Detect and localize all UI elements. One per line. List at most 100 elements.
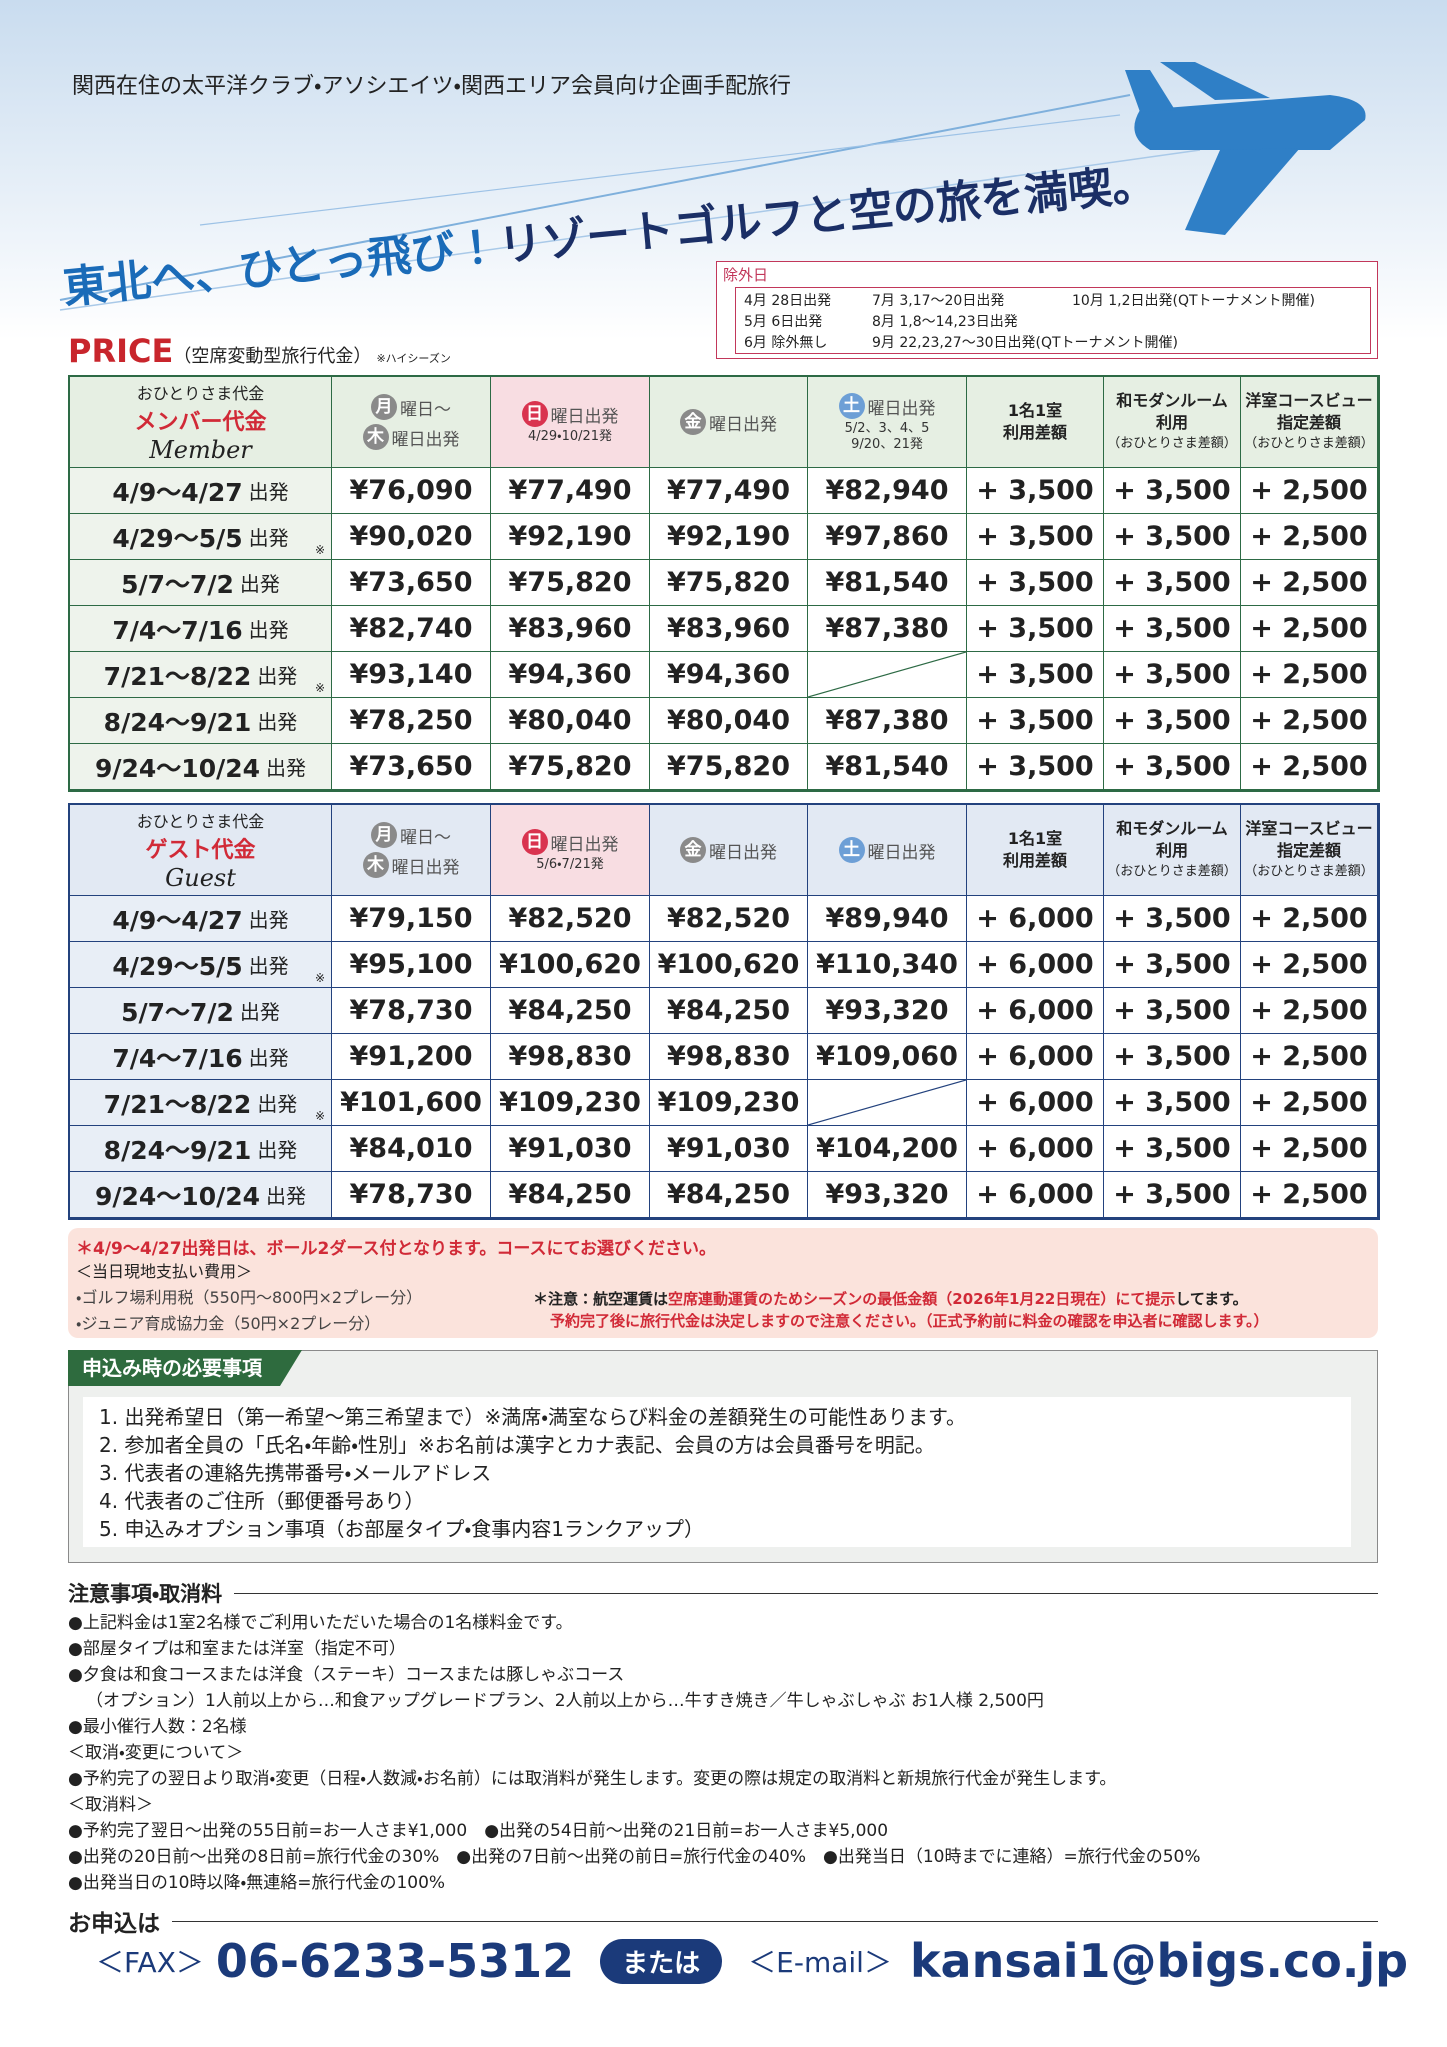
day-line: 月曜日～ bbox=[371, 394, 451, 420]
or-pill: または bbox=[600, 1938, 723, 1984]
extra-text: （おひとりさま差額） bbox=[1244, 864, 1374, 879]
extra-text: 利用 bbox=[1155, 413, 1188, 432]
header-cell: 月曜日～ 木曜日出発 bbox=[332, 377, 491, 468]
extra-text: 1名1室 bbox=[1007, 401, 1063, 420]
header-cell: 金曜日出発 bbox=[650, 377, 808, 468]
date: 8/24～9/21 bbox=[103, 1135, 252, 1165]
price: + 3,500 bbox=[976, 475, 1094, 506]
price: + 3,500 bbox=[1113, 521, 1231, 552]
price: + 2,500 bbox=[1250, 1087, 1368, 1118]
extra-text: （おひとりさま差額） bbox=[1244, 436, 1374, 451]
date: 5/7～7/2 bbox=[121, 569, 234, 599]
price-cell: + 3,500 bbox=[1104, 896, 1241, 942]
date: 4/9～4/27 bbox=[112, 905, 243, 935]
price-cell: + 2,500 bbox=[1241, 698, 1378, 744]
price: + 6,000 bbox=[976, 1041, 1094, 1072]
exclusion-item: 5月 6日出発 bbox=[744, 314, 823, 330]
date-suffix: 出発 bbox=[248, 480, 289, 504]
price: ¥78,730 bbox=[349, 995, 473, 1026]
contact: ＜FAX＞ 06-6233-5312 または ＜E-mail＞ kansai1@… bbox=[96, 1934, 1408, 1988]
price: ¥84,250 bbox=[667, 995, 790, 1026]
price: + 2,500 bbox=[1250, 751, 1368, 782]
price: + 2,500 bbox=[1250, 567, 1368, 598]
price: ¥83,960 bbox=[508, 613, 632, 644]
price: ¥84,010 bbox=[349, 1133, 473, 1164]
price-cell: ¥83,960 bbox=[491, 606, 650, 652]
price-cell: ¥94,360 bbox=[650, 652, 808, 698]
decoration bbox=[59, 62, 1366, 311]
price-cell: ¥109,060 bbox=[808, 1034, 967, 1080]
price-cell: + 3,500 bbox=[967, 744, 1104, 790]
price-cell: ¥101,600 bbox=[332, 1080, 491, 1126]
price: + 6,000 bbox=[976, 949, 1094, 980]
price-cell: ¥87,380 bbox=[808, 698, 967, 744]
price: ¥78,250 bbox=[349, 705, 473, 736]
caution-line: （オプション）1人前以上から…和食アップグレードプラン、2人前以上から…牛すき焼… bbox=[86, 1691, 1044, 1711]
date-suffix: 出発 bbox=[257, 1138, 298, 1162]
price: ¥91,200 bbox=[349, 1041, 473, 1072]
date-cell: 9/24～10/24 出発 bbox=[70, 1172, 332, 1218]
date-cell: 8/24～9/21 出発 bbox=[70, 698, 332, 744]
price: ¥93,140 bbox=[349, 659, 473, 690]
day-text: 曜日出発 bbox=[550, 834, 619, 855]
date-suffix: 出発 bbox=[248, 908, 289, 932]
date-cell: 4/29～5/5 出発 ※ bbox=[70, 514, 332, 560]
price-cell: ¥75,820 bbox=[491, 560, 650, 606]
price: ¥100,620 bbox=[499, 949, 641, 980]
requirement-item: 4. 代表者のご住所（郵便番号あり） bbox=[99, 1489, 425, 1513]
extra-text: 利用差額 bbox=[1002, 851, 1067, 870]
price-cell: + 3,500 bbox=[1104, 1172, 1241, 1218]
price: + 3,500 bbox=[1113, 1133, 1231, 1164]
price: ¥98,830 bbox=[667, 1041, 790, 1072]
price-cell: ¥87,380 bbox=[808, 606, 967, 652]
price: + 2,500 bbox=[1250, 903, 1368, 934]
header-cell: 土曜日出発 bbox=[808, 805, 967, 896]
price: ¥75,820 bbox=[508, 567, 632, 598]
price-cell: ¥110,340 bbox=[808, 942, 967, 988]
price-cell: ¥73,650 bbox=[332, 560, 491, 606]
price: + 2,500 bbox=[1250, 705, 1368, 736]
day-line: 日曜日出発 bbox=[521, 829, 619, 855]
onsite-title: ＜当日現地支払い費用＞ bbox=[76, 1262, 253, 1281]
extra-text: （おひとりさま差額） bbox=[1107, 436, 1237, 451]
price: ¥91,030 bbox=[667, 1133, 790, 1164]
requirements-box: 申込み時の必要事項 1. 出発希望日（第一希望～第三希望まで）※満席・満室ならび… bbox=[68, 1350, 1378, 1563]
price: ¥73,650 bbox=[349, 567, 473, 598]
price-cell: + 3,500 bbox=[1104, 514, 1241, 560]
price: + 2,500 bbox=[1250, 1179, 1368, 1210]
header-cell: おひとりさま代金 メンバー代金 Member bbox=[70, 377, 332, 468]
price-cell: ¥80,040 bbox=[491, 698, 650, 744]
price-cell: ¥93,320 bbox=[808, 988, 967, 1034]
extra-text: 和モダンルーム bbox=[1116, 819, 1228, 838]
day-line: 月曜日～ bbox=[371, 822, 451, 848]
ball-note: ＊4/9～4/27出発日は、ボール2ダース付となります。コースにてお選びください… bbox=[76, 1239, 716, 1259]
price: + 3,500 bbox=[976, 521, 1094, 552]
header-cell: 和モダンルーム 利用 （おひとりさま差額） bbox=[1104, 377, 1241, 468]
price-cell: ¥100,620 bbox=[650, 942, 808, 988]
price: + 3,500 bbox=[1113, 1087, 1231, 1118]
price-cell: + 6,000 bbox=[967, 896, 1104, 942]
price-cell: + 3,500 bbox=[1104, 988, 1241, 1034]
airplane bbox=[1125, 62, 1366, 235]
price-cell: + 2,500 bbox=[1241, 1172, 1378, 1218]
date: 9/24～10/24 bbox=[94, 753, 261, 783]
price-cell: ¥92,190 bbox=[650, 514, 808, 560]
header-label: おひとりさま代金 bbox=[136, 384, 265, 403]
price-cell: ¥100,620 bbox=[491, 942, 650, 988]
price-cell: ¥84,250 bbox=[650, 988, 808, 1034]
header-cell: 日曜日出発 5/6・7/21発 bbox=[491, 805, 650, 896]
price-cell: + 3,500 bbox=[967, 468, 1104, 514]
price-cell: ¥78,730 bbox=[332, 1172, 491, 1218]
price-cell: ¥75,820 bbox=[650, 744, 808, 790]
date-suffix: 出発 bbox=[248, 954, 289, 978]
date: 7/21～8/22 bbox=[103, 661, 252, 691]
price: + 3,500 bbox=[1113, 751, 1231, 782]
date-mark: ※ bbox=[314, 543, 325, 557]
caution-line: ●出発当日の10時以降・無連絡=旅行代金の100% bbox=[68, 1873, 446, 1893]
day-circle: 木 bbox=[362, 424, 389, 450]
day-text: 曜日出発 bbox=[550, 406, 619, 427]
price-cell: + 3,500 bbox=[967, 514, 1104, 560]
date: 7/4～7/16 bbox=[112, 1043, 243, 1073]
price-cell: ¥78,250 bbox=[332, 698, 491, 744]
